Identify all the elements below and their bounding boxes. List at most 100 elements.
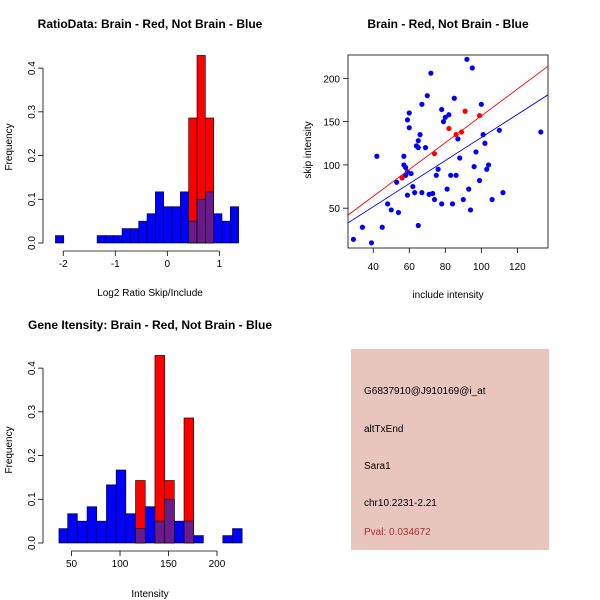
probe-id: G6837910@J910169@i_at <box>364 386 486 397</box>
scatter-point-not-brain <box>415 145 421 151</box>
ratio-y-tick-label: 0.2 <box>27 148 38 162</box>
ratio-blue-bar <box>221 220 231 244</box>
scatter-point-not-brain <box>433 172 439 178</box>
gene-info-panel: G6837910@J910169@i_at altTxEnd Sara1 chr… <box>351 349 549 550</box>
intensity-x-tick-label: 200 <box>209 559 226 570</box>
scatter-point-not-brain <box>410 183 416 190</box>
intensity-blue-bar <box>232 528 243 544</box>
scatter-point-not-brain <box>538 129 544 135</box>
scatter-point-not-brain <box>350 236 357 242</box>
scatter-point-not-brain <box>406 125 412 131</box>
ratio-histogram-ylabel: Frequency <box>4 123 15 170</box>
ratio-histogram-panel: RatioData: Brain - Red, Not Brain - Blue… <box>4 17 263 299</box>
intensity-overlap-bar <box>164 498 175 544</box>
intensity-y-tick-label: 0.2 <box>27 448 38 462</box>
intensity-blue-bar <box>96 520 107 544</box>
scatter-x-tick-label: 40 <box>368 262 380 273</box>
ratio-y-tick-label: 0.0 <box>27 236 38 250</box>
scatter-ylabel: skip intensity <box>303 121 314 178</box>
ratio-x-tick-label: -2 <box>59 259 68 270</box>
ratio-blue-bar <box>55 235 65 244</box>
scatter-point-not-brain <box>406 110 412 116</box>
scatter-point-not-brain <box>448 172 454 178</box>
ratio-blue-bar <box>130 228 140 244</box>
brain-fit-line <box>348 65 548 216</box>
scatter-point-not-brain <box>430 190 436 197</box>
intensity-overlap-bar <box>135 528 146 544</box>
ratio-blue-bar <box>105 235 115 244</box>
event-type: altTxEnd <box>364 424 404 435</box>
scatter-point-not-brain <box>428 70 434 76</box>
scatter-point-not-brain <box>395 209 402 216</box>
scatter-point-not-brain <box>415 222 421 229</box>
ratio-x-tick-label: -1 <box>111 259 120 270</box>
scatter-point-not-brain <box>403 164 409 171</box>
scatter-point-not-brain <box>484 166 490 172</box>
scatter-point-not-brain <box>451 95 457 101</box>
scatter-point-not-brain <box>419 190 425 196</box>
intensity-histogram-ylabel: Frequency <box>4 426 15 473</box>
scatter-point-not-brain <box>485 162 492 168</box>
intensity-y-tick-label: 0.0 <box>27 536 38 550</box>
scatter-point-not-brain <box>449 201 456 207</box>
scatter-y-tick-label: 150 <box>323 118 340 129</box>
scatter-point-brain <box>446 125 452 132</box>
intensity-blue-bar <box>174 520 185 544</box>
intensity-blue-bar <box>115 469 127 544</box>
scatter-y-tick-label: 200 <box>323 74 340 85</box>
scatter-point-not-brain <box>440 119 447 125</box>
scatter-point-not-brain <box>359 224 366 230</box>
scatter-point-not-brain <box>404 117 411 123</box>
scatter-point-not-brain <box>500 190 506 196</box>
ratio-blue-bar <box>155 191 164 244</box>
ratio-blue-bar <box>146 213 156 244</box>
scatter-point-not-brain <box>408 170 414 177</box>
scatter-point-not-brain <box>431 196 438 203</box>
scatter-y-tick-label: 50 <box>329 204 341 215</box>
intensity-overlap-bar <box>183 520 195 544</box>
ratio-x-tick-label: 0 <box>165 259 171 270</box>
scatter-point-not-brain <box>401 153 407 159</box>
scatter-point-not-brain <box>374 153 380 159</box>
intensity-y-tick-label: 0.4 <box>27 361 38 375</box>
scatter-point-not-brain <box>422 145 429 151</box>
intensity-blue-bar <box>125 513 136 544</box>
scatter-point-not-brain <box>478 101 484 107</box>
intensity-histogram-xlabel: Intensity <box>131 589 168 600</box>
scatter-point-not-brain <box>385 201 391 207</box>
ratio-blue-bar <box>121 228 131 244</box>
not-brain-fit-line <box>348 94 548 224</box>
scatter-point-brain <box>476 112 483 119</box>
scatter-x-tick-label: 100 <box>473 262 490 273</box>
ratio-blue-bar <box>163 206 173 244</box>
scatter-point-not-brain <box>442 114 448 120</box>
scatter-point-brain <box>399 175 405 181</box>
scatter-x-tick-label: 120 <box>509 262 526 273</box>
scatter-point-not-brain <box>464 56 470 62</box>
scatter-title: Brain - Red, Not Brain - Blue <box>367 17 529 31</box>
scatter-point-not-brain <box>368 240 375 246</box>
ratio-blue-bar <box>180 191 189 244</box>
scatter-plot-frame <box>347 54 549 249</box>
p-value: Pval: 0.034672 <box>364 527 431 538</box>
ratio-blue-bar <box>96 235 106 244</box>
scatter-x-tick-label: 80 <box>440 262 452 273</box>
ratio-x-tick-label: 1 <box>217 259 223 270</box>
scatter-point-not-brain <box>394 179 400 185</box>
scatter-x-tick-label: 60 <box>404 262 416 273</box>
ratio-histogram-xlabel: Log2 Ratio Skip/Include <box>97 288 203 299</box>
scatter-point-brain <box>431 151 438 157</box>
scatter-y-tick-label: 100 <box>323 161 340 172</box>
intensity-overlap-bar <box>154 520 165 544</box>
ratio-blue-bar <box>230 206 239 244</box>
chromosome-location: chr10.2231-2.21 <box>364 498 437 509</box>
scatter-point-not-brain <box>453 172 459 178</box>
scatter-point-not-brain <box>388 207 394 213</box>
intensity-blue-bar <box>86 506 98 544</box>
scatter-point-not-brain <box>476 177 483 184</box>
intensity-y-tick-label: 0.3 <box>27 404 38 418</box>
scatter-point-not-brain <box>424 93 430 99</box>
scatter-point-not-brain <box>466 186 472 192</box>
intensity-x-tick-label: 100 <box>112 559 129 570</box>
